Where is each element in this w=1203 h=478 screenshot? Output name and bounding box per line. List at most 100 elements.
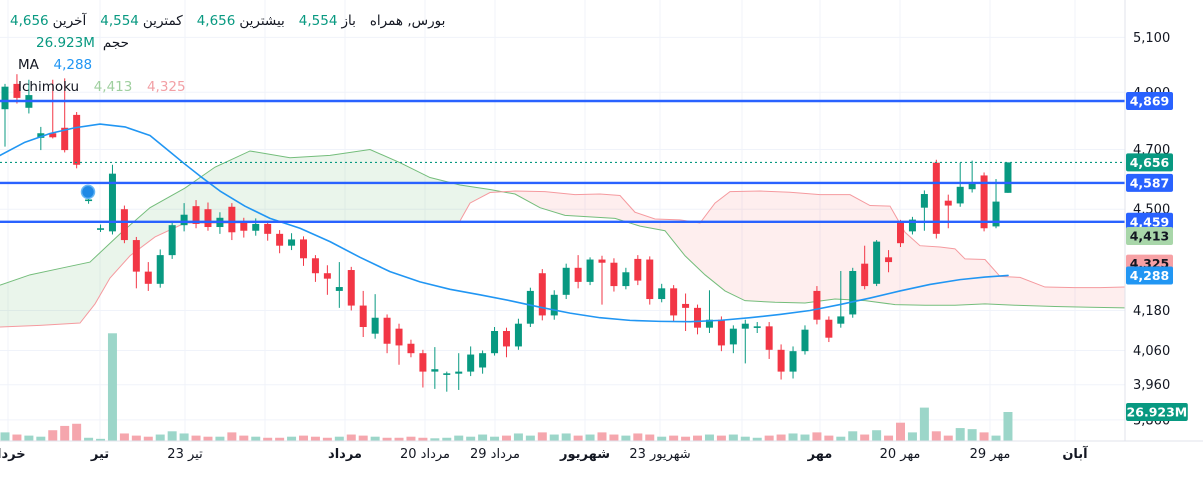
time-axis-label: 20 مرداد [400, 447, 450, 462]
volume-bar [251, 436, 261, 441]
volume-bar [633, 433, 643, 441]
volume-bar [549, 434, 559, 441]
volume-bar [1003, 412, 1013, 441]
volume-bar [824, 435, 834, 441]
volume-bar [478, 434, 488, 441]
price-badge[interactable] [1126, 266, 1173, 285]
volume-bar [299, 435, 308, 441]
volume-bar [418, 437, 428, 441]
volume-bar [346, 434, 356, 441]
candle-body [514, 323, 522, 347]
candle-body [144, 271, 152, 284]
volume-bar [131, 435, 141, 441]
volume-bar [143, 436, 153, 441]
volume-bar [872, 430, 882, 441]
candle-body [49, 133, 57, 138]
candle-body [968, 183, 976, 190]
candle-body [670, 288, 678, 316]
candle-body [108, 173, 116, 232]
time-axis-label: مرداد [328, 447, 362, 462]
volume-bar [72, 423, 82, 441]
volume-bar [657, 436, 667, 441]
alert-marker-dot[interactable] [80, 184, 96, 200]
volume-bar [36, 436, 46, 441]
time-axis-label: 23 تیر [167, 447, 203, 462]
price-axis-pane[interactable] [1125, 0, 1203, 441]
volume-bar [812, 432, 822, 441]
volume-bar [955, 428, 965, 441]
volume-bar [275, 437, 285, 441]
volume-bar [0, 432, 10, 441]
candle-body [634, 258, 642, 281]
candle-body [180, 214, 188, 226]
candle-body [765, 326, 773, 350]
candle-body [252, 223, 260, 231]
candle-body [705, 319, 713, 328]
volume-bar [704, 434, 714, 441]
candle-body [383, 317, 391, 344]
candle-body [335, 287, 343, 291]
price-badge[interactable] [1126, 212, 1173, 231]
candle-body [455, 371, 463, 374]
volume-bar [776, 434, 786, 441]
volume-bar [943, 435, 953, 441]
volume-bar [12, 434, 22, 441]
volume-bar [979, 432, 989, 441]
candle-body [240, 221, 248, 231]
candle-body [956, 186, 964, 204]
time-axis-pane[interactable] [0, 441, 1203, 478]
volume-bar [597, 432, 607, 441]
price-badge-text: 4,869 [1130, 94, 1170, 109]
volume-bar [561, 433, 571, 441]
price-badge[interactable] [1126, 92, 1173, 110]
candle-body [300, 239, 307, 259]
candle-body [849, 270, 857, 315]
price-badge[interactable] [1126, 227, 1173, 246]
volume-bar [693, 435, 703, 441]
volume-bar [119, 433, 129, 441]
volume-bar [764, 435, 774, 441]
volume-bar [107, 333, 117, 441]
time-axis-label: شهریور [559, 447, 610, 462]
time-axis-label: 29 مهر [970, 447, 1011, 462]
candle-body [264, 223, 272, 234]
volume-bar [728, 434, 738, 441]
candle-body [562, 267, 570, 295]
volume-bar [155, 434, 165, 441]
volume-bar [716, 435, 726, 441]
candle-body [359, 305, 367, 328]
price-badge[interactable] [1126, 153, 1173, 172]
candle-body [729, 328, 737, 345]
volume-bar [490, 436, 500, 441]
candle-body [980, 175, 988, 229]
candle-body [646, 259, 654, 300]
candle-body [37, 133, 45, 138]
time-axis-label: آبان [1062, 445, 1088, 462]
candle-body [13, 83, 21, 98]
volume-bar [466, 436, 476, 441]
volume-bar [60, 425, 70, 441]
candle-body [323, 273, 331, 279]
candle-body [419, 353, 427, 372]
time-axis-label: 29 مرداد [470, 447, 520, 462]
price-badge[interactable] [1126, 173, 1173, 192]
candle-body [192, 206, 200, 224]
candle-body [168, 225, 176, 256]
price-badge-text: 4,587 [1130, 175, 1170, 190]
candle-body [717, 319, 725, 346]
candle-body [801, 329, 809, 352]
volume-bar [609, 434, 619, 441]
volume-bar [501, 435, 511, 441]
volume-badge-text: 26.923M [1127, 405, 1188, 420]
volume-bar [752, 437, 762, 441]
candle-body [682, 303, 690, 308]
candle-body [694, 307, 702, 328]
volume-bar [24, 435, 34, 441]
candle-body [658, 288, 666, 300]
candle-body [120, 209, 128, 241]
volume-bar [585, 434, 595, 441]
volume-bar [239, 435, 249, 441]
candle-body [813, 290, 821, 320]
candle-body [73, 114, 81, 165]
